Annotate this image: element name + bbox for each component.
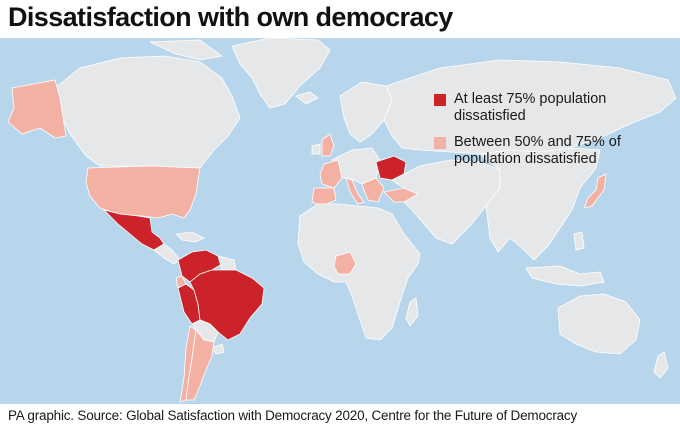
- legend-swatch-high: [434, 94, 446, 106]
- uruguay: [211, 343, 225, 355]
- legend-item-high: At least 75% population dissatisfied: [434, 91, 634, 125]
- world-map: [0, 38, 680, 404]
- world-map-svg: [0, 38, 680, 404]
- balkans: [361, 177, 385, 203]
- alaska: [7, 79, 67, 139]
- argentina: [185, 329, 215, 401]
- scandinavia: [339, 81, 393, 143]
- nigeria: [333, 251, 357, 275]
- middle-east-central-asia: [391, 159, 501, 245]
- source-credit: PA graphic. Source: Global Satisfaction …: [8, 408, 578, 423]
- colombia-venezuela: [177, 249, 223, 283]
- brazil: [189, 269, 265, 341]
- indonesia: [525, 265, 605, 287]
- greenland: [231, 38, 331, 109]
- iceland: [295, 91, 319, 105]
- legend-label-high: At least 75% population dissatisfied: [454, 91, 607, 124]
- united-states: [85, 165, 201, 219]
- australia: [557, 293, 641, 355]
- north-america: [54, 55, 241, 169]
- legend-label-medium: Between 50% and 75% of population dissat…: [454, 134, 621, 167]
- caribbean-islands: [175, 231, 205, 243]
- south-east-asia: [479, 147, 601, 261]
- map-legend: At least 75% population dissatisfied Bet…: [434, 91, 634, 177]
- legend-swatch-medium: [434, 137, 446, 149]
- legend-item-medium: Between 50% and 75% of population dissat…: [434, 134, 634, 168]
- united-kingdom: [321, 133, 335, 157]
- africa: [297, 203, 421, 341]
- arctic-islands: [149, 39, 223, 61]
- japan: [583, 173, 607, 209]
- italy: [345, 177, 365, 205]
- madagascar: [405, 297, 419, 327]
- new-zealand: [653, 351, 669, 379]
- spain: [311, 187, 337, 207]
- map-title: Dissatisfaction with own democracy: [8, 2, 453, 32]
- ireland: [311, 143, 321, 155]
- philippines: [573, 231, 585, 251]
